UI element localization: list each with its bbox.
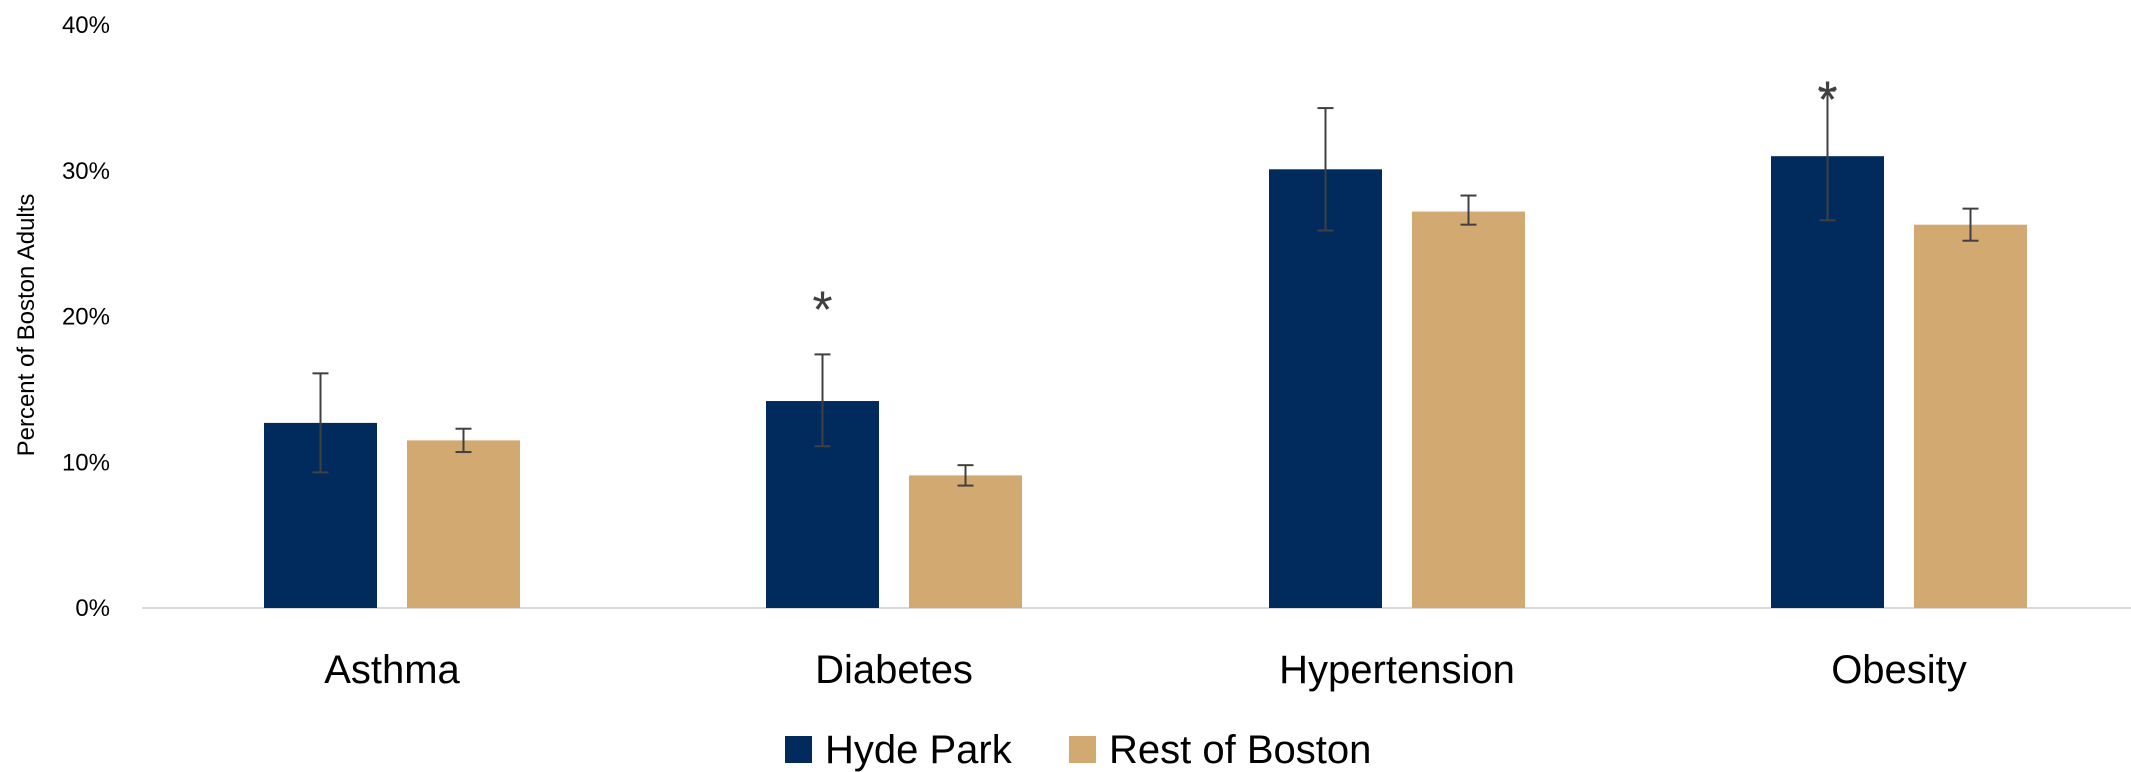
legend: Hyde Park Rest of Boston (785, 728, 1371, 772)
significance-marker: * (812, 282, 832, 340)
y-tick-label: 0% (75, 595, 110, 622)
bar (1412, 211, 1525, 608)
x-tick-label: Obesity (1831, 648, 1967, 692)
legend-swatch (1069, 736, 1096, 763)
y-tick-label: 20% (62, 304, 110, 331)
x-tick-label: Hypertension (1279, 648, 1515, 692)
bar (1771, 156, 1884, 609)
y-tick-label: 40% (62, 12, 110, 39)
legend-label: Hyde Park (825, 728, 1013, 772)
significance-marker: * (1817, 72, 1837, 130)
bar (909, 475, 1022, 608)
bar (1914, 224, 2027, 609)
y-tick-label: 30% (62, 158, 110, 185)
bars (264, 156, 2027, 609)
y-axis: 0% 10% 20% 30% 40% (62, 12, 110, 622)
x-tick-label: Asthma (324, 648, 460, 692)
error-bars (312, 89, 1979, 487)
legend-label: Rest of Boston (1109, 728, 1371, 772)
y-tick-label: 10% (62, 449, 110, 476)
bar (1269, 169, 1382, 609)
legend-swatch (785, 736, 812, 763)
annotations: ** (812, 72, 1837, 340)
bar (407, 440, 520, 608)
y-axis-label: Percent of Boston Adults (13, 194, 40, 457)
x-tick-label: Diabetes (815, 648, 973, 692)
x-axis-labels: Asthma Diabetes Hypertension Obesity (324, 648, 1967, 692)
